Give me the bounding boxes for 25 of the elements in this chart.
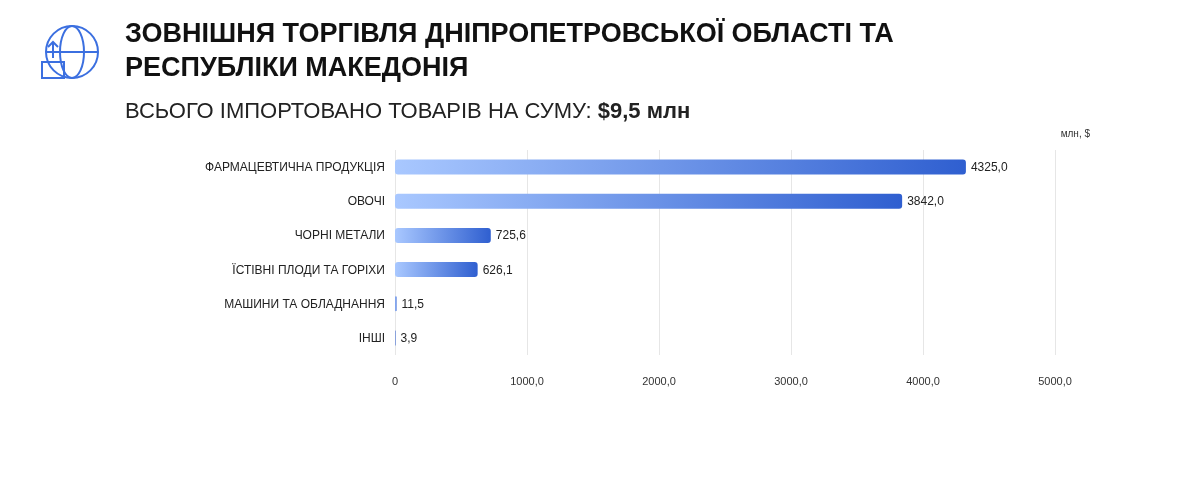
y-tick-label: ІНШІ — [358, 330, 385, 345]
x-tick-label: 0 — [391, 374, 399, 387]
data-label: 3,9 — [400, 330, 418, 345]
y-tick-label: МАШИНИ ТА ОБЛАДНАННЯ — [224, 296, 385, 311]
bar — [395, 227, 491, 243]
x-tick-label: 1000,0 — [510, 374, 544, 387]
data-label: 626,1 — [482, 262, 513, 277]
bar — [395, 262, 478, 278]
x-axis-title: млн, $ — [1060, 127, 1091, 139]
chart-title: ЗОВНІШНЯ ТОРГІВЛЯ ДНІПРОПЕТРОВСЬКОЇ ОБЛАСТІ ТА РЕСПУБЛІКИ МАКЕДОНІЯ — [125, 17, 895, 84]
x-tick-label: 4000,0 — [906, 374, 940, 387]
x-tick-label: 2000,0 — [642, 374, 676, 387]
y-tick-label: ОВОЧІ — [347, 194, 385, 209]
y-tick-label: ЇСТІВНІ ПЛОДИ ТА ГОРІХИ — [232, 262, 385, 277]
bar — [395, 193, 903, 209]
y-tick-label: ФАРМАЦЕВТИЧНА ПРОДУКЦІЯ — [205, 160, 385, 175]
chart-subtitle: ВСЬОГО ІМПОРТОВАНО ТОВАРІВ НА СУМУ: $9,5 млн — [125, 98, 691, 124]
x-tick-label: 3000,0 — [774, 374, 808, 387]
data-label: 4325,0 — [970, 160, 1008, 175]
data-label: 11,5 — [401, 296, 425, 311]
data-label: 3842,0 — [907, 194, 945, 209]
data-label: 725,6 — [495, 228, 527, 243]
y-tick-label: ЧОРНІ МЕТАЛИ — [294, 228, 385, 243]
bar — [395, 159, 966, 175]
x-tick-label: 5000,0 — [1038, 374, 1072, 387]
